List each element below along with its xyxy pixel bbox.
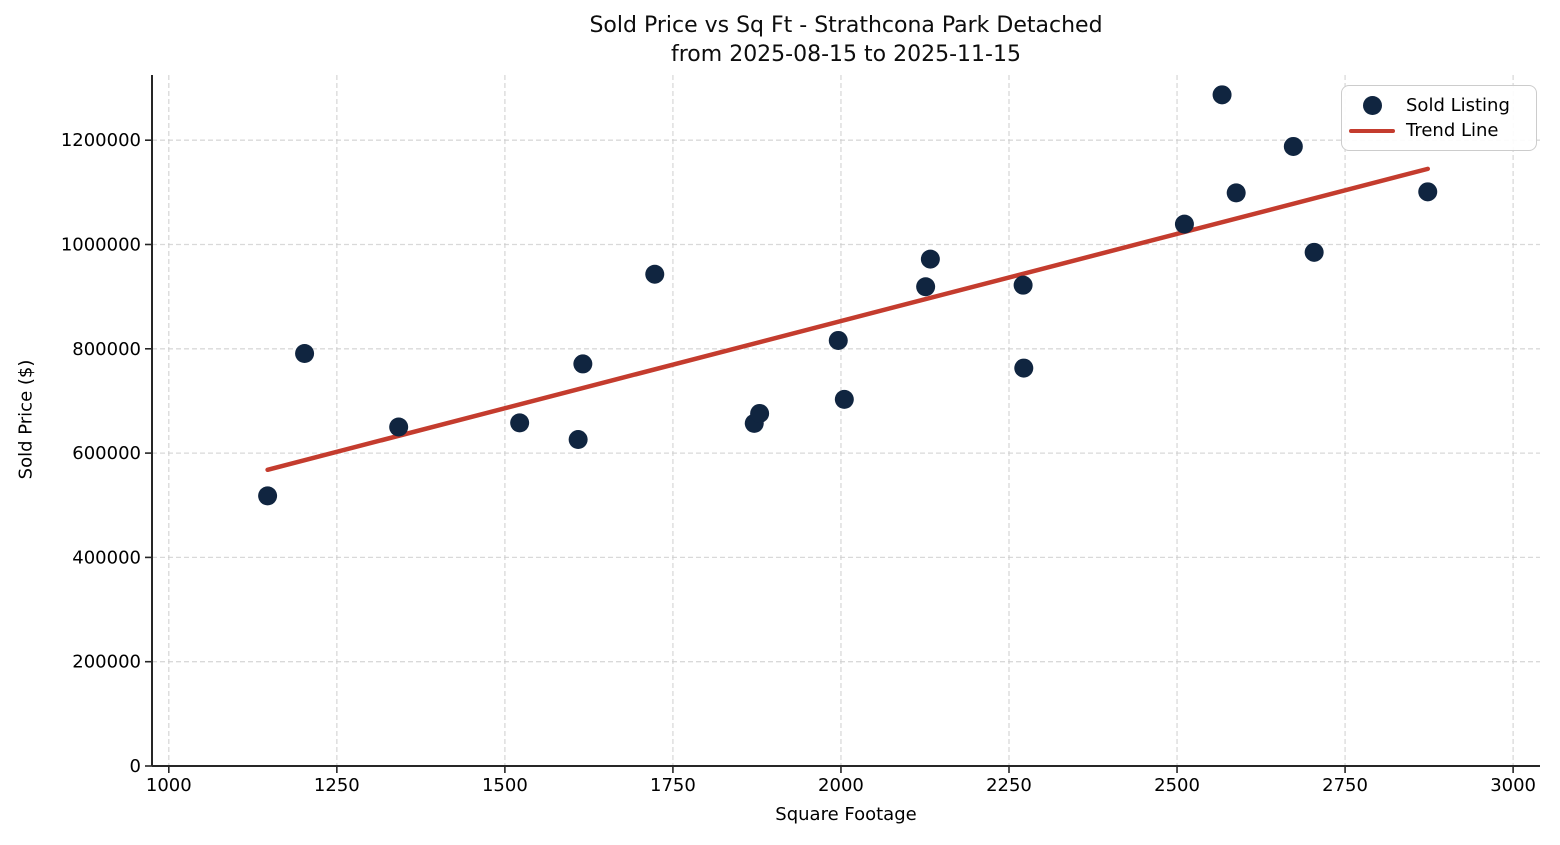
scatter-point	[1418, 182, 1438, 202]
x-tick-label: 3000	[1490, 775, 1536, 796]
scatter-point	[1212, 85, 1232, 105]
scatter-point	[1283, 136, 1303, 156]
x-axis-label: Square Footage	[775, 804, 917, 825]
scatter-point	[920, 249, 940, 269]
scatter-point	[295, 343, 315, 363]
y-tick-label: 200000	[72, 652, 141, 673]
legend: Sold Listing Trend Line	[1341, 85, 1537, 151]
y-tick-label: 400000	[72, 547, 141, 568]
y-tick-label: 800000	[72, 339, 141, 360]
trend-line	[265, 166, 1431, 473]
y-axis-label: Sold Price ($)	[15, 359, 37, 480]
scatter-point	[573, 354, 593, 374]
scatter-point	[510, 413, 530, 433]
scatter-point	[828, 330, 848, 350]
x-tick-label: 1750	[650, 775, 696, 796]
y-tick-label: 1200000	[61, 130, 141, 151]
scatter-point	[1226, 183, 1246, 203]
trend-line-marker-icon	[1349, 128, 1395, 134]
x-tick-label: 1500	[482, 775, 528, 796]
x-tick-label: 1000	[146, 775, 192, 796]
scatter-point	[1014, 358, 1034, 378]
scatter-point	[916, 277, 936, 297]
legend-label-sold-listing: Sold Listing	[1406, 94, 1510, 116]
legend-item-trend-line: Trend Line	[1348, 120, 1530, 141]
x-tick-label: 2250	[986, 775, 1032, 796]
scatter-point	[1304, 242, 1324, 262]
legend-handle	[1348, 95, 1396, 115]
x-tick-label: 2500	[1154, 775, 1200, 796]
scatter-point	[258, 486, 278, 506]
chart-title-line1: Sold Price vs Sq Ft - Strathcona Park De…	[589, 13, 1103, 38]
x-tick-label: 2750	[1322, 775, 1368, 796]
scatter-point	[1174, 214, 1194, 234]
scatter-point	[1013, 275, 1033, 295]
y-tick-label: 1000000	[61, 234, 141, 255]
y-tick-label: 0	[130, 756, 141, 777]
chart-title-line2: from 2025-08-15 to 2025-11-15	[671, 42, 1021, 67]
x-tick-label: 2000	[818, 775, 864, 796]
legend-label-trend-line: Trend Line	[1406, 120, 1499, 142]
legend-item-sold-listing: Sold Listing	[1348, 95, 1530, 116]
y-tick-label: 600000	[72, 443, 141, 464]
scatter-point	[645, 264, 665, 284]
scatter-point	[389, 417, 409, 437]
legend-handle	[1348, 128, 1396, 134]
x-tick-label: 1250	[314, 775, 360, 796]
scatter-point	[834, 389, 854, 409]
chart-title: Sold Price vs Sq Ft - Strathcona Park De…	[152, 11, 1540, 69]
sold-listing-marker-icon	[1362, 95, 1382, 115]
scatter-point	[568, 430, 588, 450]
scatter-point	[750, 403, 770, 423]
